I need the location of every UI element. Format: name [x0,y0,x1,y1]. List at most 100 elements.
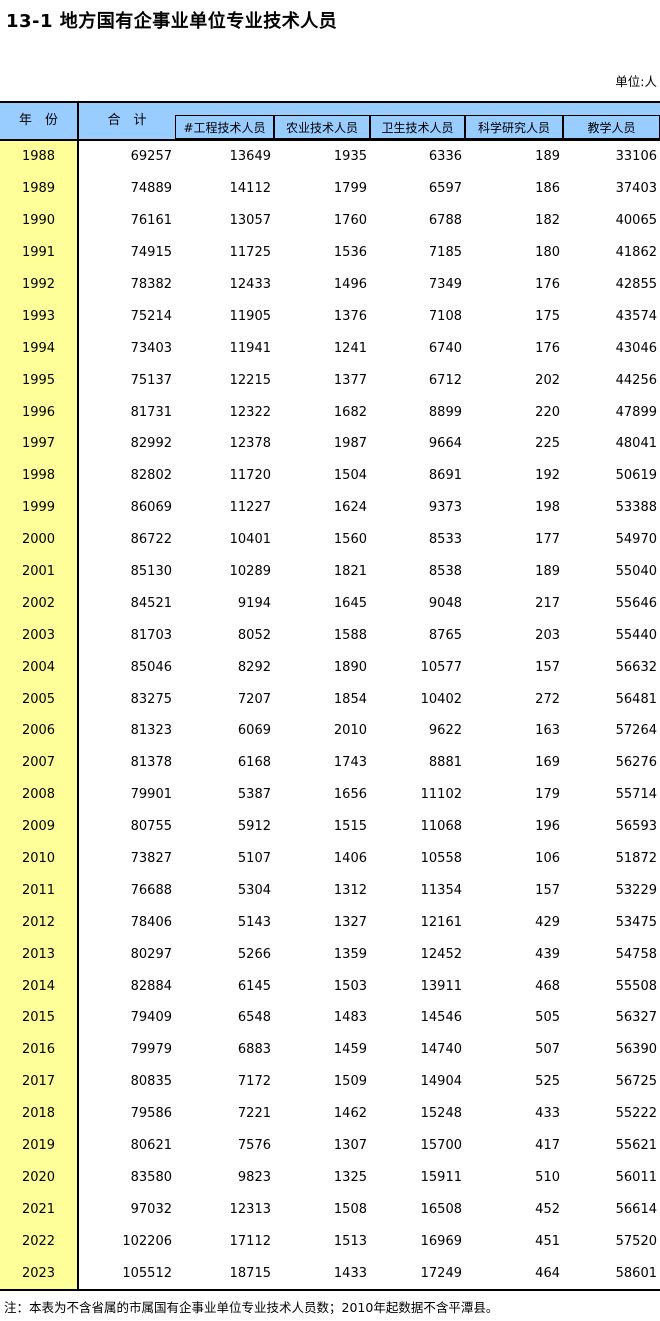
teaching-cell: 58601 [615,1265,657,1281]
agriculture-cell: 1377 [333,372,367,388]
research-cell: 180 [535,245,560,261]
total-cell: 102206 [122,1233,172,1249]
table-row: 2006 81323 6069 2010 9622 163 57264 [0,715,660,747]
teaching-cell: 56725 [615,1074,657,1090]
teaching-cell: 57264 [615,723,657,739]
year-cell: 1990 [0,204,79,237]
health-cell: 11102 [420,787,462,803]
engineering-cell: 12378 [229,436,271,452]
agriculture-cell: 1504 [333,468,367,484]
column-header-engineering: #工程技术人员 [175,115,274,139]
agriculture-cell: 1503 [333,978,367,994]
health-cell: 7185 [428,245,462,261]
engineering-cell: 11725 [229,245,271,261]
health-cell: 10402 [420,691,462,707]
health-cell: 8691 [428,468,462,484]
column-header-agriculture: 农业技术人员 [274,115,370,139]
teaching-cell: 43574 [615,308,657,324]
year-cell: 1988 [0,141,79,173]
health-cell: 9664 [428,436,462,452]
total-cell: 76688 [130,882,172,898]
year-cell: 2007 [0,746,79,779]
total-cell: 75137 [130,372,172,388]
teaching-cell: 56614 [615,1201,657,1217]
health-cell: 14546 [420,1010,462,1026]
engineering-cell: 12215 [229,372,271,388]
table-row: 2012 78406 5143 1327 12161 429 53475 [0,906,660,939]
total-cell: 85046 [130,659,172,675]
table-row: 1994 73403 11941 1241 6740 176 43046 [0,332,660,365]
agriculture-cell: 1854 [333,691,367,707]
research-cell: 175 [535,308,560,324]
engineering-cell: 7207 [237,691,271,707]
teaching-cell: 56390 [615,1042,657,1058]
research-cell: 452 [535,1201,560,1217]
table-row: 2007 81378 6168 1743 8881 169 56276 [0,746,660,779]
agriculture-cell: 1406 [333,851,367,867]
teaching-cell: 43046 [615,340,657,356]
engineering-cell: 6168 [237,755,271,771]
table-row: 2013 80297 5266 1359 12452 439 54758 [0,938,660,971]
engineering-cell: 6145 [237,978,271,994]
agriculture-cell: 1459 [333,1042,367,1058]
table-row: 2009 80755 5912 1515 11068 196 56593 [0,810,660,843]
teaching-cell: 55646 [615,595,657,611]
teaching-cell: 56011 [615,1169,657,1185]
year-cell: 2003 [0,619,79,652]
year-cell: 1992 [0,268,79,301]
year-cell: 1996 [0,396,79,429]
agriculture-cell: 1935 [333,149,367,165]
teaching-cell: 33106 [615,149,657,165]
research-cell: 163 [535,723,560,739]
year-cell: 1993 [0,300,79,333]
column-header-year: 年 份 [0,103,79,141]
year-cell: 1989 [0,172,79,205]
engineering-cell: 7221 [237,1106,271,1122]
health-cell: 15248 [420,1106,462,1122]
column-header-teaching: 教学人员 [563,115,660,139]
teaching-cell: 54970 [615,532,657,548]
research-cell: 225 [535,436,560,452]
engineering-cell: 11227 [229,500,271,516]
research-cell: 525 [535,1074,560,1090]
table-row: 1990 76161 13057 1760 6788 182 40065 [0,204,660,237]
table-row: 2010 73827 5107 1406 10558 106 51872 [0,842,660,875]
table-row: 2011 76688 5304 1312 11354 157 53229 [0,874,660,907]
agriculture-cell: 1656 [333,787,367,803]
teaching-cell: 50619 [615,468,657,484]
statistics-table: 年 份 合 计 #工程技术人员 农业技术人员 卫生技术人员 科学研究人员 教学人… [0,101,660,1292]
agriculture-cell: 1890 [333,659,367,675]
table-row: 1991 74915 11725 1536 7185 180 41862 [0,236,660,269]
footnote: 注：本表为不含省属的市属国有企事业单位专业技术人员数；2010年起数据不含平潭县… [4,1300,499,1315]
research-cell: 176 [535,340,560,356]
table-header: 年 份 合 计 #工程技术人员 农业技术人员 卫生技术人员 科学研究人员 教学人… [0,103,660,141]
total-cell: 81703 [130,627,172,643]
column-header-health: 卫生技术人员 [370,115,465,139]
teaching-cell: 53388 [615,500,657,516]
health-cell: 6740 [428,340,462,356]
year-cell: 1999 [0,491,79,524]
total-cell: 78406 [130,914,172,930]
teaching-cell: 37403 [615,181,657,197]
health-cell: 11068 [420,819,462,835]
health-cell: 12161 [420,914,462,930]
agriculture-cell: 1799 [333,181,367,197]
total-cell: 82802 [130,468,172,484]
agriculture-cell: 1682 [333,404,367,420]
total-cell: 78382 [130,277,172,292]
table-row: 1999 86069 11227 1624 9373 198 53388 [0,491,660,524]
engineering-cell: 13649 [229,149,271,165]
year-cell: 1995 [0,364,79,397]
agriculture-cell: 1821 [333,564,367,580]
engineering-cell: 9194 [237,595,271,611]
research-cell: 220 [535,404,560,420]
teaching-cell: 56276 [615,755,657,771]
agriculture-cell: 1241 [333,340,367,356]
teaching-cell: 48041 [615,436,657,452]
teaching-cell: 53475 [615,914,657,930]
year-cell: 2013 [0,938,79,971]
total-cell: 76161 [130,213,172,229]
engineering-cell: 17112 [229,1233,271,1249]
research-cell: 198 [535,500,560,516]
research-cell: 157 [535,659,560,675]
